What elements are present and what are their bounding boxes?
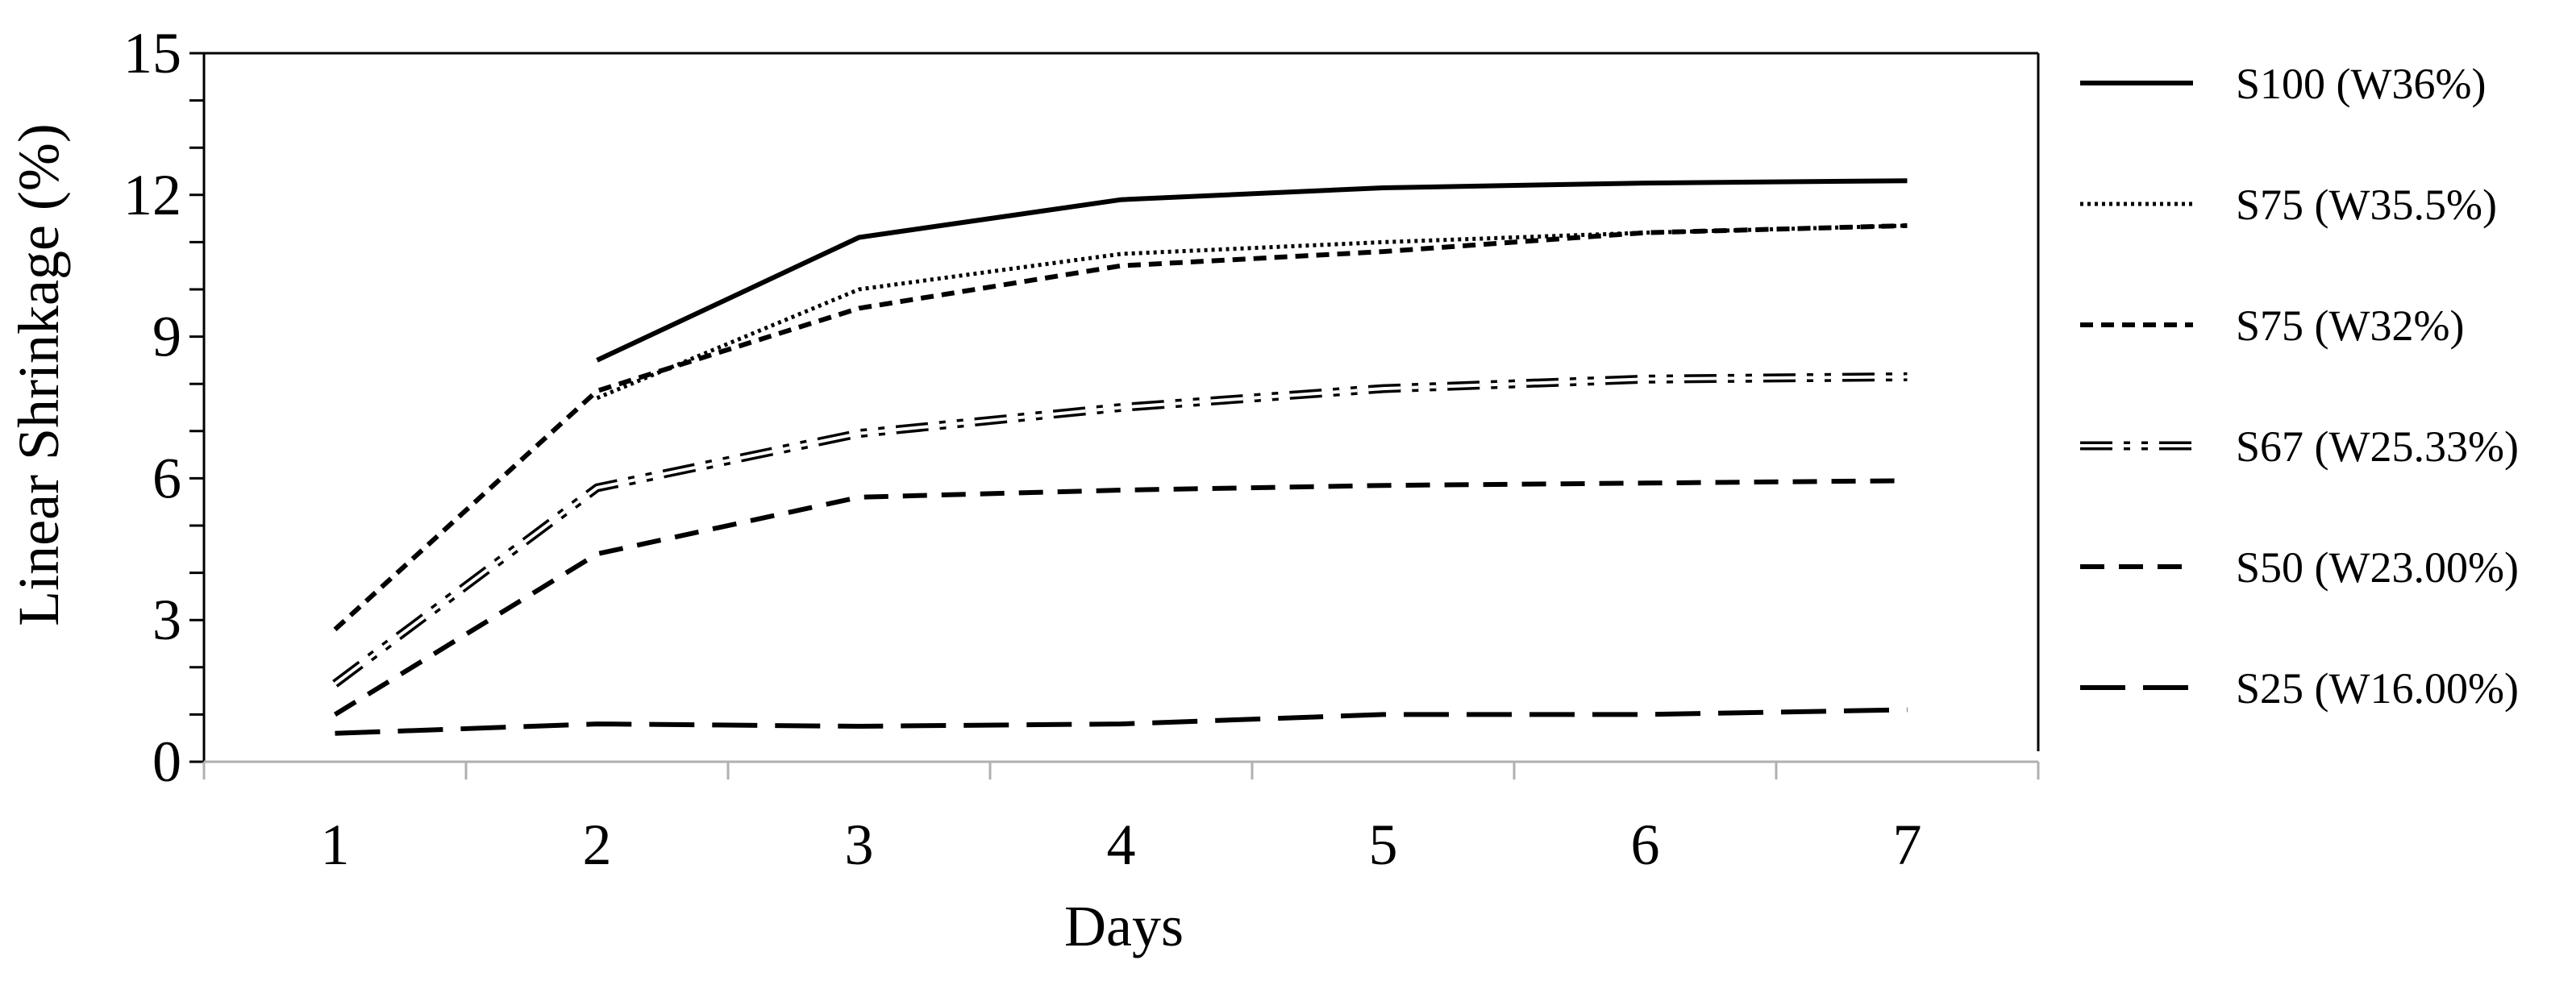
series-line-5: [333, 478, 1908, 717]
legend-label: S75 (W32%): [2236, 301, 2464, 350]
series-line-4: [332, 372, 1908, 688]
legend-label: S50 (W23.00%): [2236, 543, 2519, 592]
legend-entry: S75 (W35.5%): [2080, 181, 2497, 229]
y-tick-label: 15: [123, 21, 181, 85]
series-line-1: [596, 178, 1908, 363]
legend-entry: S100 (W36%): [2080, 60, 2486, 108]
legend-entry: S25 (W16.00%): [2080, 664, 2519, 713]
series-line-2: [596, 223, 1908, 401]
legend-label: S100 (W36%): [2236, 60, 2486, 108]
legend-label: S67 (W25.33%): [2236, 422, 2519, 471]
x-tick-label: 7: [1893, 813, 1922, 877]
series-line-6: [335, 707, 1908, 736]
legend-entry: S50 (W23.00%): [2080, 543, 2519, 592]
legend-entry: S67 (W25.33%): [2080, 422, 2519, 471]
legend-label: S75 (W35.5%): [2236, 181, 2497, 229]
x-tick-label: 3: [845, 813, 874, 877]
x-tick-label: 6: [1631, 813, 1660, 877]
y-tick-label: 6: [152, 446, 181, 510]
series: [332, 178, 1908, 736]
axes: [202, 52, 2040, 763]
legend-label: S25 (W16.00%): [2236, 664, 2519, 713]
y-tick-label: 0: [152, 730, 181, 794]
x-tick-label: 4: [1107, 813, 1136, 877]
y-tick-label: 3: [152, 588, 181, 652]
x-tick-label: 2: [583, 813, 612, 877]
x-tick-label: 5: [1369, 813, 1398, 877]
y-tick-label: 12: [123, 163, 181, 227]
x-tick-label: 1: [321, 813, 350, 877]
legend: S100 (W36%) S75 (W35.5%) S75 (W32%) S67 (W2…: [2080, 60, 2519, 713]
x-axis-title: Days: [1064, 894, 1184, 958]
y-tick-label: 9: [152, 305, 181, 369]
y-axis-title: Linear Shrinkage (%): [6, 123, 71, 626]
legend-entry: S75 (W32%): [2080, 301, 2464, 350]
